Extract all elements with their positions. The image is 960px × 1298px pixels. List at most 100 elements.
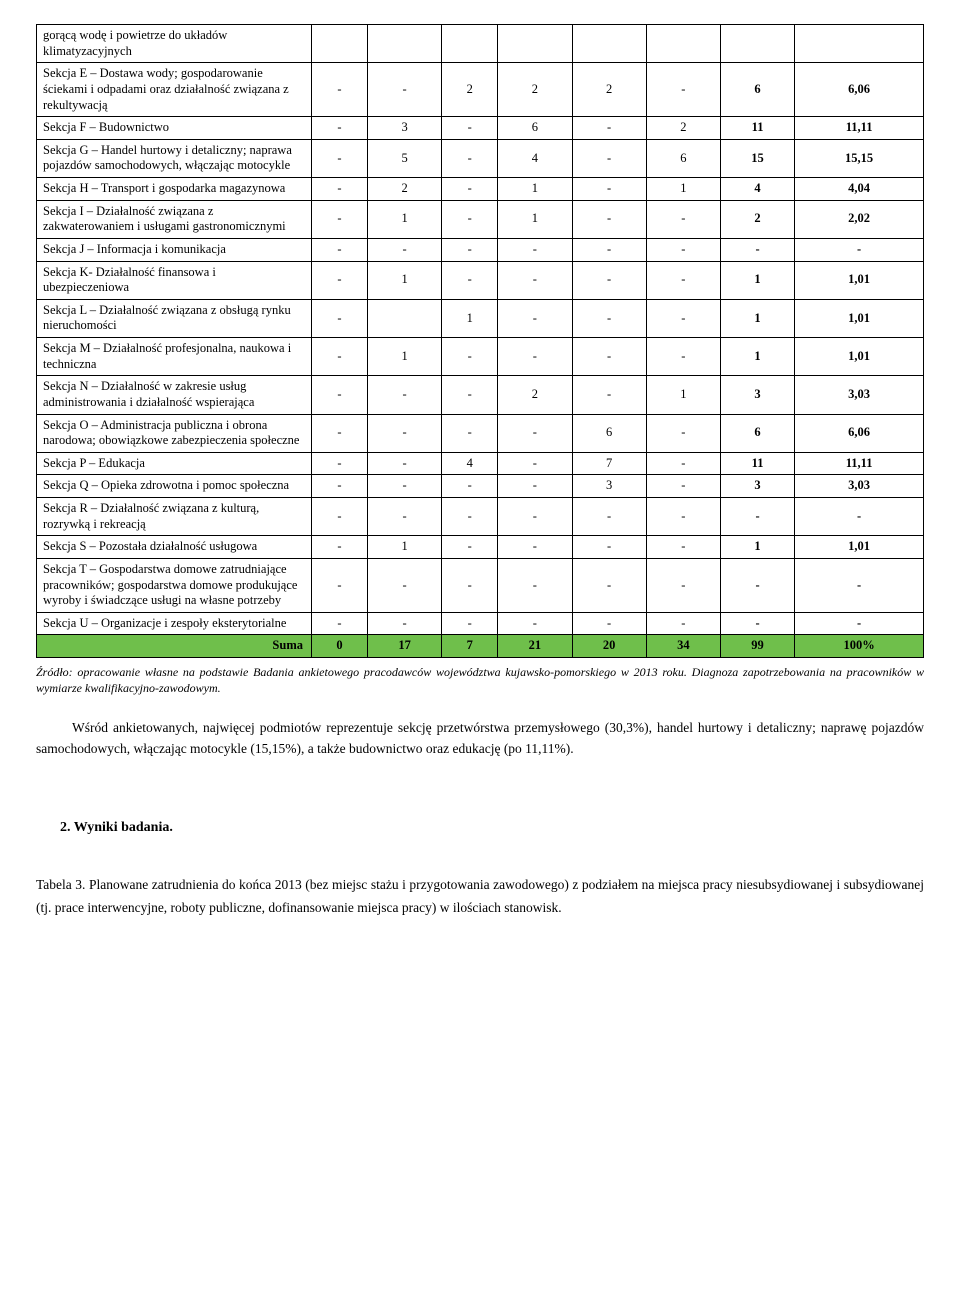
cell: - [572,498,646,536]
cell: - [720,558,794,612]
cell: 1 [498,200,572,238]
cell: - [572,139,646,177]
cell: - [572,612,646,635]
cell: 11 [720,117,794,140]
cell: - [572,338,646,376]
cell: 1 [646,178,720,201]
table3-caption: Tabela 3. Planowane zatrudnienia do końc… [36,874,924,920]
cell: - [498,338,572,376]
row-label: Sekcja O – Administracja publiczna i obr… [37,414,312,452]
cell: - [312,475,368,498]
cell: - [720,498,794,536]
cell [368,299,442,337]
cell: - [646,414,720,452]
cell: - [312,558,368,612]
cell: - [646,612,720,635]
row-label: Sekcja J – Informacja i komunikacja [37,238,312,261]
sum-label: Suma [37,635,312,658]
cell: 15 [720,139,794,177]
cell: - [442,338,498,376]
cell: - [498,498,572,536]
cell: 2 [572,63,646,117]
table-row: Sekcja F – Budownictwo-3-6-21111,11 [37,117,924,140]
cell: 4 [442,452,498,475]
cell: - [572,376,646,414]
cell: - [646,558,720,612]
cell: - [498,261,572,299]
cell: - [795,238,924,261]
cell: 6 [720,414,794,452]
cell: - [368,612,442,635]
cell: - [312,117,368,140]
cell: - [442,475,498,498]
cell: - [498,612,572,635]
cell [368,25,442,63]
cell: 3 [720,376,794,414]
table-row: Sekcja E – Dostawa wody; gospodarowanie … [37,63,924,117]
cell: 3 [572,475,646,498]
cell: - [312,178,368,201]
table-row: Sekcja H – Transport i gospodarka magazy… [37,178,924,201]
cell: 3,03 [795,376,924,414]
cell: - [312,261,368,299]
cell: - [312,376,368,414]
cell: 2 [646,117,720,140]
row-label: Sekcja S – Pozostała działalność usługow… [37,536,312,559]
cell: 5 [368,139,442,177]
cell: - [368,376,442,414]
cell: 1 [368,338,442,376]
row-label: Sekcja G – Handel hurtowy i detaliczny; … [37,139,312,177]
cell: 6 [720,63,794,117]
cell: 2 [368,178,442,201]
table-row: Sekcja L – Działalność związana z obsług… [37,299,924,337]
cell: 6 [572,414,646,452]
source-note: Źródło: opracowanie własne na podstawie … [36,664,924,696]
sum-cell: 0 [312,635,368,658]
summary-paragraph: Wśród ankietowanych, najwięcej podmiotów… [36,718,924,760]
cell: - [442,178,498,201]
cell [312,25,368,63]
cell: 1 [442,299,498,337]
cell: - [312,200,368,238]
row-label: Sekcja U – Organizacje i zespoły ekstery… [37,612,312,635]
cell: - [646,475,720,498]
cell: 1,01 [795,536,924,559]
section-heading: 2. Wyniki badania. [36,820,924,836]
cell: - [720,238,794,261]
cell: - [795,558,924,612]
row-label: Sekcja N – Działalność w zakresie usług … [37,376,312,414]
cell: - [442,376,498,414]
sum-cell: 20 [572,635,646,658]
row-label: Sekcja I – Działalność związana z zakwat… [37,200,312,238]
cell: - [442,238,498,261]
cell: - [646,536,720,559]
cell: - [572,200,646,238]
cell: - [572,238,646,261]
row-label: Sekcja Q – Opieka zdrowotna i pomoc społ… [37,475,312,498]
cell: - [368,452,442,475]
cell: 2 [498,63,572,117]
table-row: Sekcja Q – Opieka zdrowotna i pomoc społ… [37,475,924,498]
cell: - [368,63,442,117]
cell: 3,03 [795,475,924,498]
table-row: Sekcja S – Pozostała działalność usługow… [37,536,924,559]
table-row: Sekcja N – Działalność w zakresie usług … [37,376,924,414]
cell: 3 [720,475,794,498]
cell [720,25,794,63]
cell: - [498,238,572,261]
row-label: Sekcja P – Edukacja [37,452,312,475]
cell: - [312,299,368,337]
cell [646,25,720,63]
cell: 1,01 [795,299,924,337]
cell: - [795,498,924,536]
cell [795,25,924,63]
cell: - [442,414,498,452]
cell: - [442,498,498,536]
cell: - [368,238,442,261]
cell: 1,01 [795,261,924,299]
cell: 2 [442,63,498,117]
sum-cell: 34 [646,635,720,658]
sum-row: Suma017721203499100% [37,635,924,658]
cell: - [312,63,368,117]
cell: - [572,558,646,612]
